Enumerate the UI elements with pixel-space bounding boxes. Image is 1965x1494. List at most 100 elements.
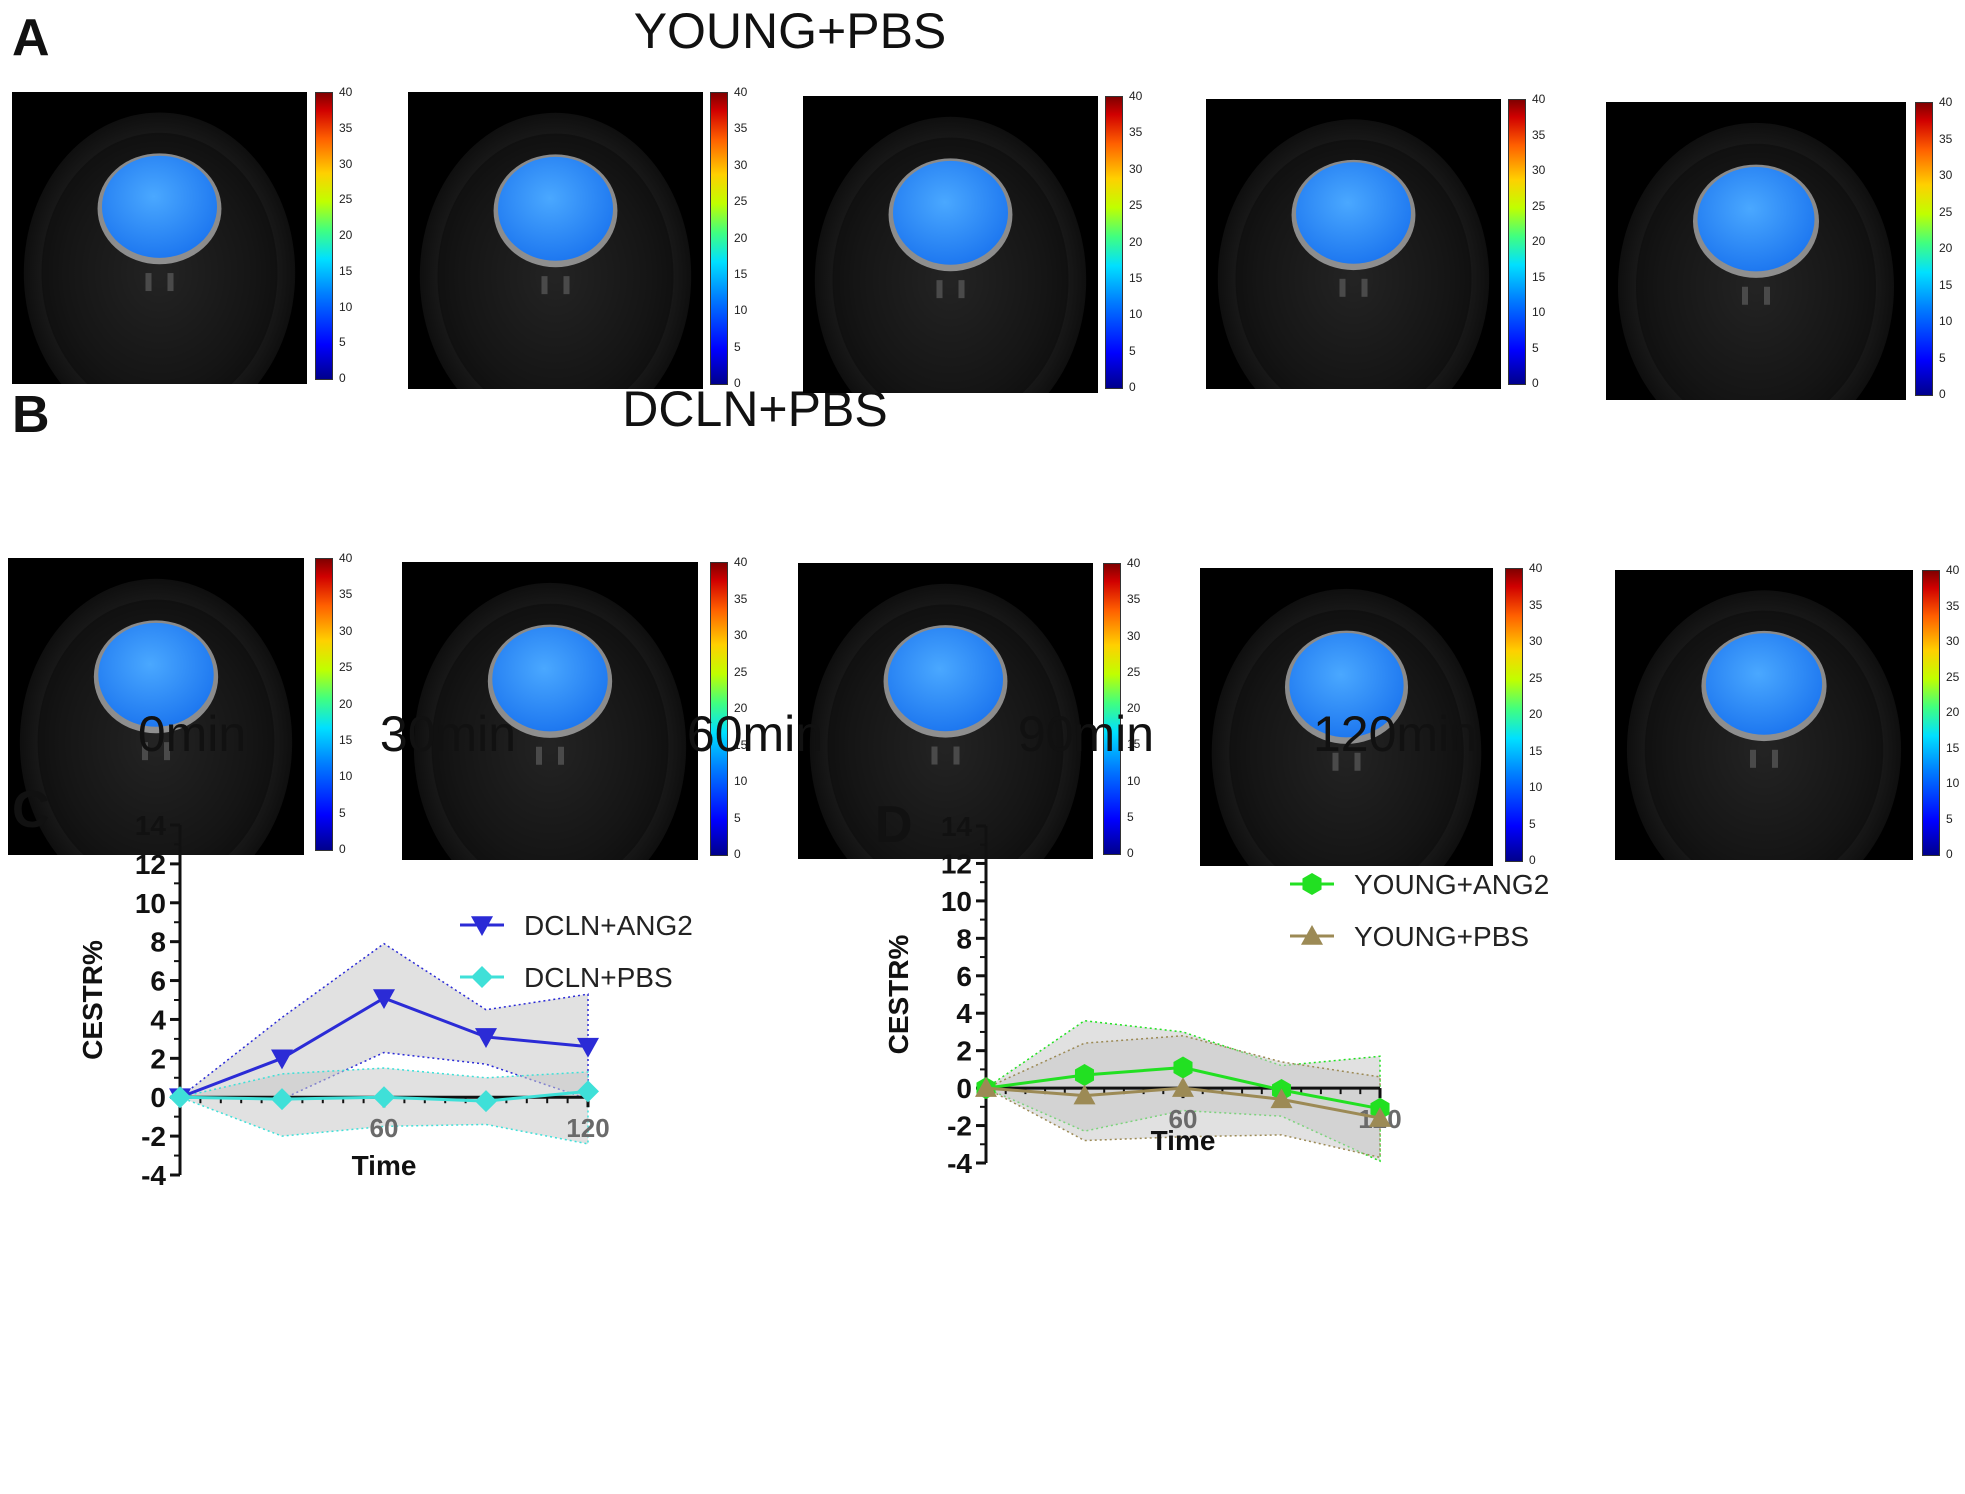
- colorbar-tick-label: 40: [1532, 92, 1546, 106]
- colorbar-tick-label: 20: [1946, 705, 1960, 719]
- time-label-30min: 30min: [379, 706, 517, 762]
- colorbar-tick-label: 5: [1529, 816, 1536, 831]
- y-tick-label: 14: [941, 811, 973, 842]
- colorbar-tick-label: 40: [339, 551, 353, 565]
- colorbar-tick-label: 15: [1939, 277, 1953, 292]
- y-tick-label: 14: [135, 810, 167, 841]
- colorbar: [315, 92, 333, 380]
- mri-image: [8, 558, 304, 855]
- colorbar-tick-label: 15: [1127, 737, 1141, 752]
- colorbar-tick-label: 30: [734, 628, 748, 642]
- colorbar-tick-label: 35: [1946, 598, 1960, 613]
- colorbar-tick-label: 25: [1127, 664, 1141, 679]
- y-tick-label: 2: [150, 1043, 166, 1074]
- colorbar-tick-label: 10: [1939, 314, 1953, 328]
- data-point: [1073, 1084, 1096, 1105]
- data-point: [1173, 1056, 1193, 1079]
- panel-letter-d: D: [875, 796, 913, 854]
- colorbar-tick-label: 40: [1127, 556, 1141, 570]
- colorbar-tick-label: 35: [734, 121, 748, 136]
- x-tick-label: 120: [566, 1113, 609, 1143]
- colorbar-tick-label: 0: [1129, 380, 1136, 394]
- colorbar-tick-label: 30: [1946, 634, 1960, 648]
- colorbar-tick-label: 10: [734, 303, 748, 318]
- colorbar-tick-label: 25: [1129, 198, 1143, 213]
- colorbar-tick-label: 20: [1127, 701, 1141, 715]
- colorbar-tick-label: 35: [339, 587, 353, 602]
- colorbar-tick-label: 0: [339, 842, 346, 856]
- legend-marker: [1302, 873, 1322, 895]
- data-point: [1172, 1077, 1194, 1097]
- colorbar-tick-label: 40: [1939, 95, 1953, 109]
- y-tick-label: 0: [150, 1082, 166, 1113]
- y-tick-label: 8: [956, 923, 972, 954]
- colorbar-tick-label: 20: [734, 230, 748, 245]
- colorbar-tick-label: 5: [1532, 340, 1539, 355]
- data-point: [1270, 1088, 1293, 1109]
- x-axis-label: Time: [352, 1150, 417, 1181]
- colorbar-tick-label: 30: [339, 156, 353, 171]
- colorbar-tick-label: 5: [339, 335, 346, 350]
- colorbar-tick-label: 25: [1529, 670, 1543, 685]
- mri-image: [402, 562, 698, 860]
- data-point: [373, 989, 395, 1010]
- colorbar-tick-label: 30: [1129, 161, 1143, 176]
- legend-marker: [471, 916, 493, 936]
- colorbar-tick-label: 0: [1529, 853, 1536, 867]
- colorbar-tick-label: 5: [1939, 350, 1946, 365]
- y-axis-label: CESTR%: [77, 940, 108, 1060]
- colorbar-tick-label: 20: [1939, 241, 1953, 255]
- colorbar-tick-label: 10: [339, 769, 353, 784]
- mri-image: [408, 92, 703, 389]
- data-point: [373, 1086, 395, 1109]
- legend-marker: [471, 966, 493, 988]
- colorbar: [1915, 102, 1933, 396]
- colorbar-tick-label: 0: [734, 376, 741, 390]
- mri-image: [1615, 570, 1913, 860]
- y-tick-label: -4: [141, 1160, 166, 1191]
- time-label-120min: 120min: [1313, 706, 1477, 762]
- colorbar-tick-label: 15: [1129, 270, 1143, 285]
- mri-image: [803, 96, 1098, 393]
- colorbar-tick-label: 25: [734, 194, 748, 209]
- mri-image: [1200, 568, 1493, 866]
- colorbar-tick-label: 20: [1532, 234, 1546, 248]
- colorbar-tick-label: 30: [1532, 163, 1546, 177]
- row-title-young-pbs: YOUNG+PBS: [633, 3, 947, 59]
- colorbar-tick-label: 25: [1946, 669, 1960, 684]
- colorbar: [710, 92, 728, 385]
- colorbar-tick-label: 35: [1939, 131, 1953, 146]
- x-tick-label: 60: [1169, 1104, 1198, 1134]
- mri-image: [12, 92, 307, 384]
- colorbar-tick-label: 35: [1127, 592, 1141, 607]
- colorbar-tick-label: 15: [1532, 269, 1546, 284]
- colorbar-tick-label: 25: [1532, 198, 1546, 213]
- y-tick-label: 10: [941, 886, 972, 917]
- colorbar-tick-label: 35: [339, 120, 353, 135]
- data-point: [475, 1028, 497, 1048]
- y-tick-label: 2: [956, 1036, 972, 1067]
- colorbar-tick-label: 40: [1946, 563, 1960, 577]
- legend-label: DCLN+ANG2: [524, 910, 693, 941]
- colorbar-tick-label: 0: [1939, 387, 1946, 401]
- colorbar-tick-label: 40: [339, 85, 353, 99]
- data-point: [1074, 1064, 1095, 1087]
- y-tick-label: 4: [150, 1004, 166, 1035]
- colorbar-tick-label: 30: [1529, 634, 1543, 648]
- y-tick-label: 10: [135, 888, 166, 919]
- x-tick-label: 60: [370, 1113, 399, 1143]
- colorbar-tick-label: 20: [339, 696, 353, 711]
- y-axis-label: CESTR%: [883, 935, 914, 1055]
- colorbar-tick-label: 5: [734, 810, 741, 825]
- y-tick-label: 6: [956, 961, 972, 992]
- y-tick-label: 6: [150, 966, 166, 997]
- data-point: [975, 1077, 997, 1097]
- data-point: [1369, 1107, 1391, 1127]
- colorbar-tick-label: 25: [1939, 204, 1953, 219]
- x-axis-label: Time: [1151, 1125, 1216, 1156]
- colorbar-tick-label: 15: [734, 266, 748, 281]
- data-point: [271, 1049, 293, 1070]
- colorbar-tick-label: 15: [1946, 740, 1960, 755]
- y-tick-label: -4: [947, 1148, 972, 1179]
- chart-d-young: 14121086420-2-460120TimeCESTR%YOUNG+ANG2…: [883, 811, 1549, 1179]
